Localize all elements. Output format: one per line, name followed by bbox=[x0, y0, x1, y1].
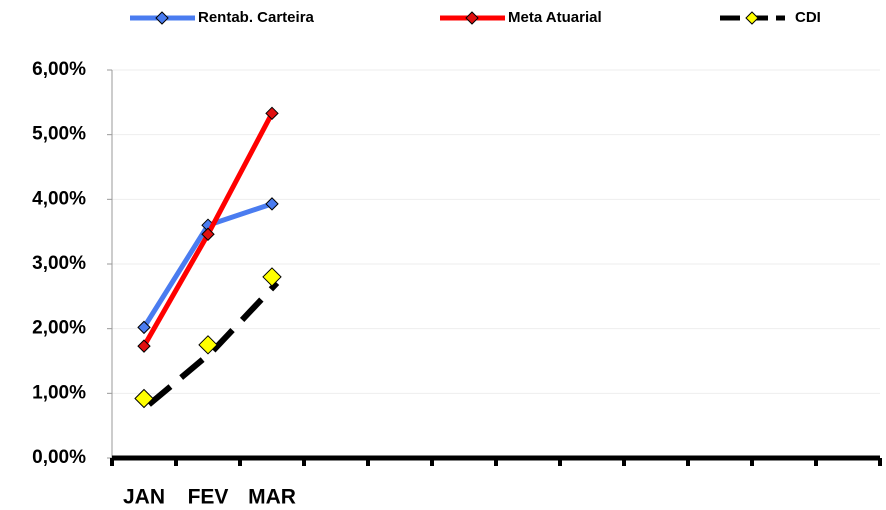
marker bbox=[262, 267, 282, 287]
y-tick-label: 5,00% bbox=[32, 124, 86, 145]
y-tick-label: 6,00% bbox=[32, 59, 86, 80]
y-tick-label: 0,00% bbox=[32, 447, 86, 468]
legend-marker bbox=[155, 11, 169, 25]
y-tick-label: 3,00% bbox=[32, 253, 86, 274]
x-tick-label: MAR bbox=[248, 486, 296, 509]
marker bbox=[201, 227, 215, 241]
legend-marker bbox=[465, 11, 479, 25]
marker bbox=[137, 339, 151, 353]
marker bbox=[265, 106, 279, 121]
marker bbox=[265, 197, 279, 211]
legend-label: Meta Atuarial bbox=[508, 9, 602, 26]
legend-label: Rentab. Carteira bbox=[198, 9, 315, 26]
y-tick-label: 1,00% bbox=[32, 382, 86, 403]
legend-label: CDI bbox=[795, 9, 821, 26]
legend-marker bbox=[745, 11, 759, 25]
marker bbox=[137, 320, 151, 335]
y-tick-label: 2,00% bbox=[32, 318, 86, 339]
series-line bbox=[147, 280, 280, 407]
x-tick-label: FEV bbox=[188, 486, 229, 509]
marker bbox=[198, 335, 218, 355]
x-tick-label: JAN bbox=[123, 486, 165, 509]
y-tick-label: 4,00% bbox=[32, 188, 86, 209]
marker bbox=[134, 388, 154, 409]
